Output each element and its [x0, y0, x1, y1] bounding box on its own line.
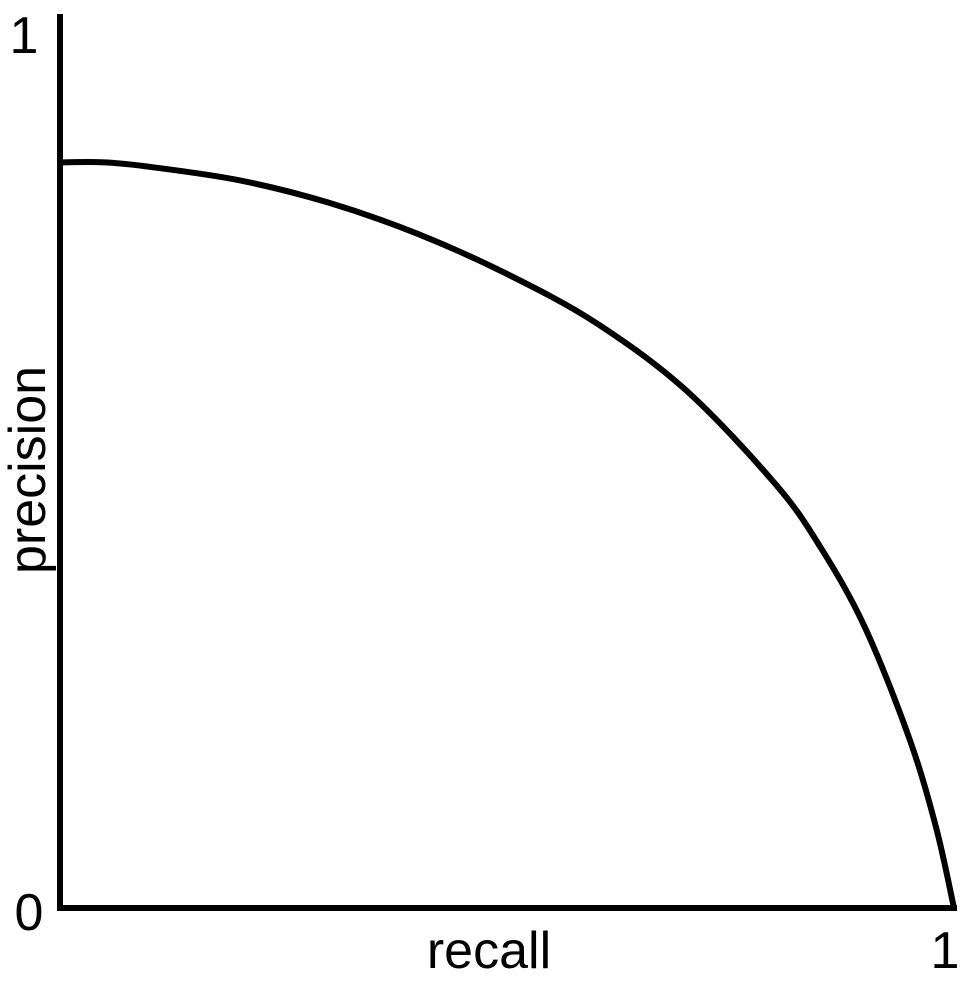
y-max-tick-label: 1 — [10, 7, 39, 65]
origin-tick-label: 0 — [15, 884, 44, 942]
y-axis-label: precision — [0, 366, 57, 574]
precision-recall-curve — [57, 159, 957, 911]
x-max-tick-label: 1 — [931, 922, 960, 980]
x-axis-label: recall — [427, 922, 551, 980]
